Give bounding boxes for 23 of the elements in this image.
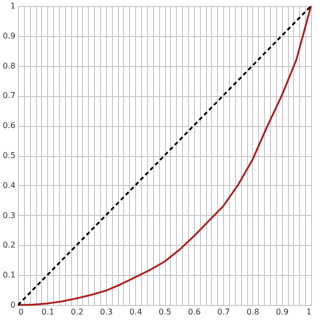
y-tick-label: 0.2: [2, 240, 16, 250]
x-tick-label: 0.9: [276, 308, 289, 316]
x-tick-label: 0.8: [246, 308, 260, 316]
x-tick-label: 0.4: [129, 308, 142, 316]
y-tick-label: 0.4: [2, 180, 16, 190]
x-tick-label: 0.1: [41, 308, 54, 316]
y-tick-label: 0.8: [2, 61, 16, 70]
y-tick-label: 0.3: [2, 210, 16, 220]
x-tick-label: 0.2: [70, 308, 84, 316]
y-tick-label: 0.1: [2, 270, 16, 280]
y-tick-label: 0.7: [2, 91, 16, 100]
y-tick-label: 0.9: [2, 31, 16, 40]
x-tick-label: 0.6: [188, 308, 201, 316]
y-tick-label: 1: [10, 2, 16, 10]
x-tick-label: 0.5: [158, 308, 172, 316]
line-series: [17, 5, 312, 306]
x-tick-label: 1: [306, 308, 312, 316]
y-tick-label: 0.6: [2, 121, 16, 130]
x-tick-label: 0.3: [100, 308, 113, 316]
x-tick-label: 0.7: [217, 308, 230, 316]
y-tick-label: 0.5: [2, 151, 16, 160]
y-tick-label: 0: [10, 300, 16, 310]
x-tick-label: 0: [18, 308, 24, 316]
